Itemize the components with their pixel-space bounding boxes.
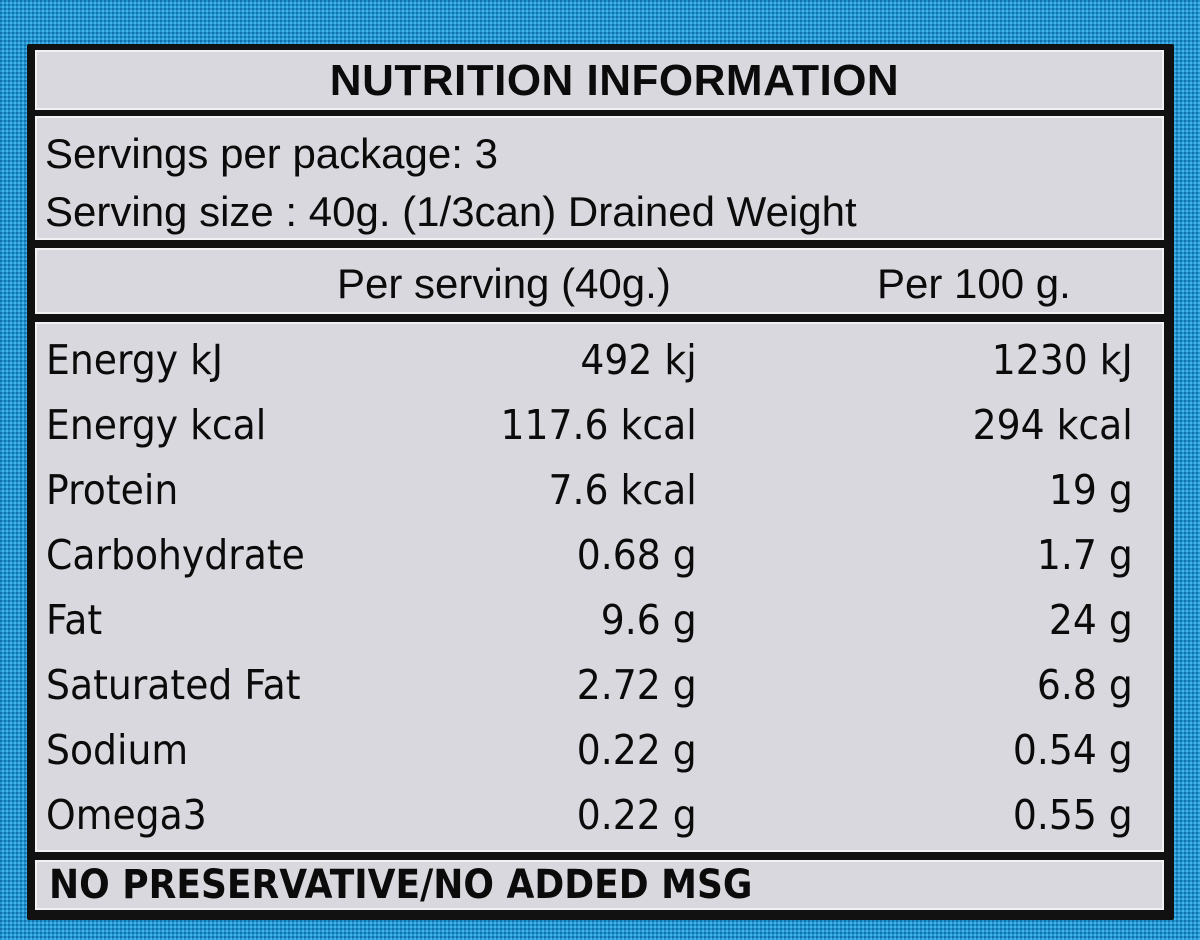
nutrient-name: Saturated Fat [46,661,301,709]
nutrient-name: Sodium [46,726,189,774]
per-100g-value: 294 kcal [972,401,1133,449]
column-header-per-serving: Per serving (40g.) [337,260,671,307]
nutrient-row: Energy kcal 117.6 kcal 294 kcal [35,397,1164,462]
title-panel: NUTRITION INFORMATION [35,50,1164,110]
nutrient-row: Saturated Fat 2.72 g 6.8 g [35,657,1164,722]
per-serving-value: 7.6 kcal [548,466,697,514]
nutrient-row: Sodium 0.22 g 0.54 g [35,722,1164,787]
nutrient-name: Omega3 [46,791,207,839]
nutrient-name: Protein [46,466,179,514]
serving-size: Serving size : 40g. (1/3can) Drained Wei… [45,188,857,235]
per-100g-value: 0.54 g [1012,726,1133,774]
nutrient-name: Fat [46,596,103,644]
per-serving-value: 0.22 g [576,791,697,839]
nutrient-name: Energy kcal [46,401,267,449]
nutrient-rows-panel: Energy kJ 492 kj 1230 kJ Energy kcal 117… [35,322,1164,852]
per-serving-value: 0.22 g [576,726,697,774]
per-100g-value: 0.55 g [1012,791,1133,839]
nutrient-row: Fat 9.6 g 24 g [35,592,1164,657]
per-100g-value: 1230 kJ [991,336,1133,384]
footer-panel: NO PRESERVATIVE/NO ADDED MSG [35,860,1164,910]
per-serving-value: 2.72 g [576,661,697,709]
label-title: NUTRITION INFORMATION [329,56,900,105]
serving-info-panel: Servings per package: 3 Serving size : 4… [35,116,1164,240]
nutrient-row: Carbohydrate 0.68 g 1.7 g [35,527,1164,592]
per-serving-value: 0.68 g [576,531,697,579]
per-100g-value: 1.7 g [1036,531,1133,579]
per-serving-value: 117.6 kcal [500,401,697,449]
column-header-per-100g: Per 100 g. [877,260,1071,307]
nutrient-name: Energy kJ [46,336,224,384]
nutrient-table: Energy kJ 492 kj 1230 kJ Energy kcal 117… [35,332,1164,852]
column-header-panel: Per serving (40g.) Per 100 g. [35,248,1164,314]
per-serving-value: 9.6 g [600,596,697,644]
per-100g-value: 24 g [1048,596,1133,644]
nutrient-row: Energy kJ 492 kj 1230 kJ [35,332,1164,397]
nutrient-row: Protein 7.6 kcal 19 g [35,462,1164,527]
per-serving-value: 492 kj [580,336,697,384]
nutrient-row: Omega3 0.22 g 0.55 g [35,787,1164,852]
servings-per-package: Servings per package: 3 [45,130,498,177]
nutrition-label: NUTRITION INFORMATION Servings per packa… [27,44,1174,920]
per-100g-value: 6.8 g [1036,661,1133,709]
nutrient-name: Carbohydrate [46,531,305,579]
per-100g-value: 19 g [1048,466,1133,514]
footer-claim: NO PRESERVATIVE/NO ADDED MSG [49,862,753,908]
